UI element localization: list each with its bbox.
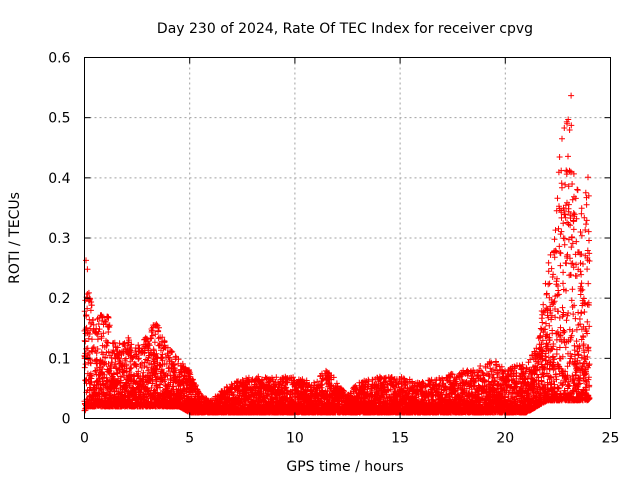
y-tick-label: 0.4	[48, 171, 70, 187]
x-tick-label: 10	[286, 431, 304, 447]
y-tick-label: 0	[62, 412, 71, 428]
roti-point-markers	[81, 92, 593, 416]
x-axis-label: GPS time / hours	[286, 459, 403, 475]
chart-title: Day 230 of 2024, Rate Of TEC Index for r…	[157, 21, 533, 37]
y-tick-label: 0.2	[48, 291, 70, 307]
y-tick-label: 0.1	[48, 351, 70, 367]
scatter-points	[81, 92, 593, 416]
axis-ticks	[84, 57, 611, 419]
x-tick-label: 25	[602, 431, 620, 447]
x-tick-label: 20	[496, 431, 514, 447]
grid-lines	[84, 57, 611, 419]
x-tick-label: 5	[185, 431, 194, 447]
tick-labels: 0 5 10 15 20 25 0 0.1 0.2 0.3 0.4 0.5 0.6	[48, 51, 619, 447]
y-axis-label: ROTI / TECUs	[7, 192, 23, 284]
x-tick-label: 0	[80, 431, 89, 447]
x-tick-label: 15	[391, 431, 409, 447]
y-tick-label: 0.6	[48, 51, 70, 67]
y-tick-label: 0.5	[48, 111, 70, 127]
y-tick-label: 0.3	[48, 231, 70, 247]
